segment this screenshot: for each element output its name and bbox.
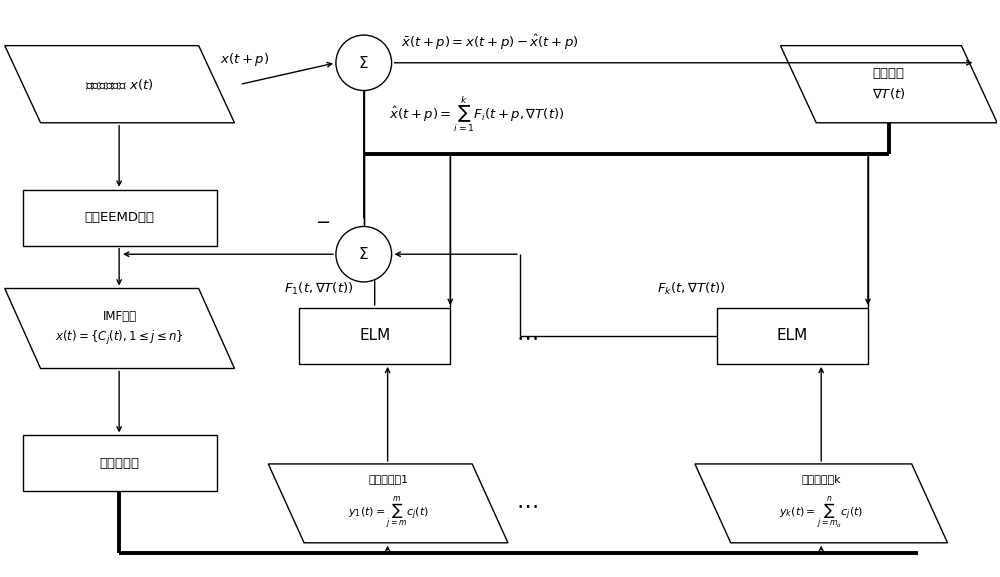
Text: 温度漂移输出 $x(t)$: 温度漂移输出 $x(t)$ (85, 77, 154, 92)
Text: $F_1(t,\nabla T(t))$: $F_1(t,\nabla T(t))$ (284, 280, 354, 297)
Text: $\cdots$: $\cdots$ (516, 496, 538, 516)
Ellipse shape (336, 35, 392, 91)
Text: $-$: $-$ (315, 212, 331, 230)
Text: 有界EEMD分解: 有界EEMD分解 (85, 211, 155, 224)
Text: $x(t+p)$: $x(t+p)$ (220, 51, 269, 69)
Polygon shape (268, 464, 508, 543)
Text: $\Sigma$: $\Sigma$ (358, 246, 369, 262)
Polygon shape (5, 46, 234, 123)
Text: ELM: ELM (777, 328, 808, 343)
Text: ELM: ELM (359, 328, 390, 343)
Polygon shape (5, 288, 234, 369)
Text: $\bar{x}(t+p)=x(t+p)-\hat{x}(t+p)$: $\bar{x}(t+p)=x(t+p)-\hat{x}(t+p)$ (401, 33, 578, 53)
Text: $\Sigma$: $\Sigma$ (358, 55, 369, 71)
Text: 样本熵分析: 样本熵分析 (100, 457, 140, 470)
Polygon shape (695, 464, 948, 543)
Text: 自相似分量1
$y_1(t)=\sum_{j=m}^{m}c_j(t)$: 自相似分量1 $y_1(t)=\sum_{j=m}^{m}c_j(t)$ (348, 474, 429, 533)
Text: 温度梯度
$\nabla T(t)$: 温度梯度 $\nabla T(t)$ (872, 67, 906, 101)
Polygon shape (780, 46, 997, 123)
Bar (717, 308, 868, 364)
Text: $\hat{x}(t+p)=\sum_{i=1}^{k}F_i(t+p,\nabla T(t))$: $\hat{x}(t+p)=\sum_{i=1}^{k}F_i(t+p,\nab… (389, 94, 564, 134)
Text: $F_k(t,\nabla T(t))$: $F_k(t,\nabla T(t))$ (657, 280, 726, 297)
Ellipse shape (336, 227, 392, 282)
Bar (23, 436, 217, 492)
Text: $\cdots$: $\cdots$ (516, 327, 538, 347)
Bar (299, 308, 450, 364)
Text: IMF集合
$x(t)=\{C_j(t),1\leq j\leq n\}$: IMF集合 $x(t)=\{C_j(t),1\leq j\leq n\}$ (55, 310, 184, 347)
Text: 自相似分量k
$y_k(t)=\sum_{j=m_\alpha}^{n}c_j(t)$: 自相似分量k $y_k(t)=\sum_{j=m_\alpha}^{n}c_j(… (779, 474, 863, 533)
Bar (23, 190, 217, 246)
